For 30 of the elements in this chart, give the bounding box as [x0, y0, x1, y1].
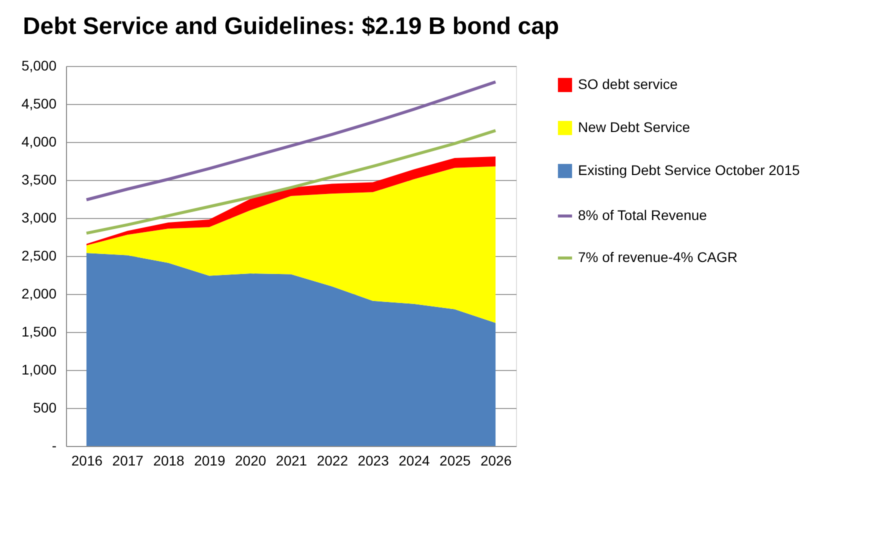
- x-tick-label: 2021: [276, 452, 308, 468]
- x-tick-label: 2019: [194, 452, 226, 468]
- x-tick-label: 2022: [316, 452, 348, 468]
- x-tick-label: 2023: [358, 452, 390, 468]
- y-tick-label: 5,000: [21, 58, 57, 74]
- y-tick-label: 4,000: [21, 134, 57, 150]
- y-tick-label: 1,000: [21, 362, 57, 378]
- x-tick-label: 2017: [112, 452, 144, 468]
- x-tick-label: 2025: [440, 452, 471, 468]
- legend-label: 7% of revenue-4% CAGR: [578, 249, 738, 265]
- legend-label: New Debt Service: [578, 119, 690, 135]
- y-tick-label: -: [52, 438, 57, 454]
- x-tick-label: 2026: [480, 452, 512, 468]
- y-tick-label: 4,500: [21, 96, 57, 112]
- legend-label: Existing Debt Service October 2015: [578, 162, 800, 178]
- legend-label: SO debt service: [578, 76, 678, 92]
- y-tick-label: 500: [33, 400, 57, 416]
- x-tick-label: 2018: [153, 452, 185, 468]
- x-tick-label: 2016: [71, 452, 103, 468]
- y-tick-label: 1,500: [21, 324, 57, 340]
- y-tick-label: 2,000: [21, 286, 57, 302]
- line-series: [84, 80, 498, 202]
- y-tick-label: 2,500: [21, 248, 57, 264]
- chart-title: Debt Service and Guidelines: $2.19 B bond cap: [22, 13, 560, 40]
- y-tick-label: 3,500: [21, 172, 57, 188]
- x-tick-label: 2020: [235, 452, 266, 468]
- legend-label: 8% of Total Revenue: [578, 207, 708, 223]
- line-series: [84, 129, 498, 235]
- x-tick-label: 2024: [398, 452, 430, 468]
- y-tick-label: 3,000: [21, 210, 57, 226]
